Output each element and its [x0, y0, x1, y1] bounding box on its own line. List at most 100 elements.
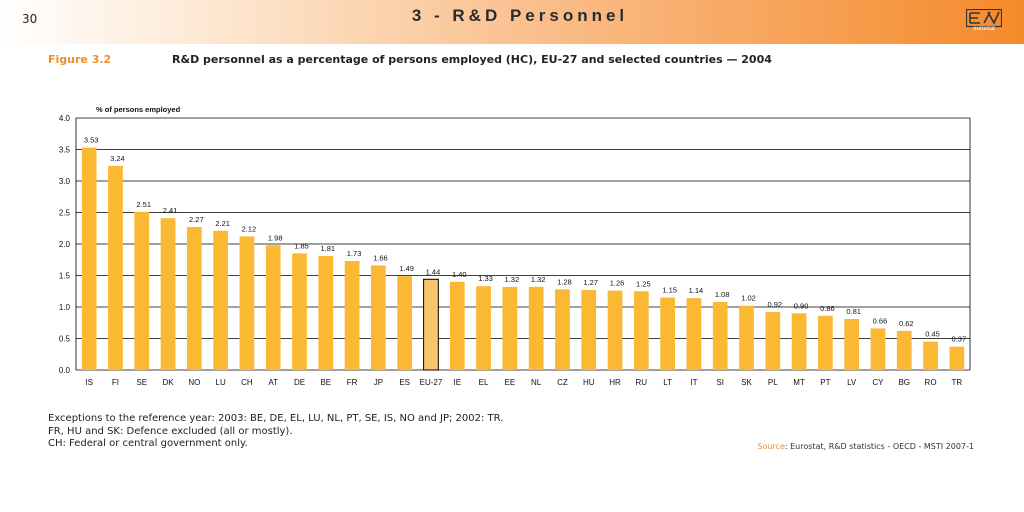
value-label: 1.33: [478, 274, 493, 283]
value-label: 1.32: [505, 275, 520, 284]
x-tick-label: PL: [768, 378, 778, 387]
figure-title: R&D personnel as a percentage of persons…: [172, 53, 772, 66]
y-axis-label: % of persons employed: [96, 105, 181, 114]
y-tick-label: 2.5: [59, 209, 71, 218]
value-label: 0.37: [952, 335, 967, 344]
value-label: 0.92: [767, 300, 782, 309]
value-label: 3.53: [84, 136, 99, 145]
x-tick-label: DK: [162, 378, 174, 387]
note-line: FR, HU and SK: Defence excluded (all or …: [48, 425, 293, 437]
value-label: 1.02: [741, 294, 756, 303]
value-label: 2.12: [242, 224, 257, 233]
bar-se: [134, 211, 150, 370]
bar-mt: [791, 313, 807, 370]
source-text: : Eurostat, R&D statistics - OECD - MSTI…: [784, 442, 974, 451]
source-label: Source: [757, 442, 785, 451]
bar-cz: [555, 289, 570, 370]
axes: 0.0 0.5 1.0 1.5 2.0 2.5 3.0 3.5 4.0 IS FI SE DK NO LU C…: [59, 114, 971, 387]
value-label: 1.25: [636, 279, 651, 288]
y-tick-label: 3.0: [59, 177, 71, 186]
y-tick-label: 3.5: [59, 146, 71, 155]
value-label: 0.45: [925, 330, 940, 339]
value-label: 1.66: [373, 253, 388, 262]
value-label: 0.66: [873, 316, 888, 325]
value-label: 3.24: [110, 154, 125, 163]
y-tick-label: 1.0: [59, 303, 71, 312]
value-label: 1.49: [399, 264, 414, 273]
bar-fr: [344, 261, 360, 370]
y-tick-label: 1.5: [59, 272, 71, 281]
value-label: 0.81: [846, 307, 861, 316]
bar-ru: [633, 291, 649, 370]
value-label: 0.86: [820, 304, 835, 313]
x-tick-label: HU: [583, 378, 595, 387]
value-label: 1.44: [426, 267, 441, 276]
eurostat-logo-icon: [966, 9, 1002, 28]
x-tick-label: LV: [847, 378, 857, 387]
x-tick-label: SK: [741, 378, 752, 387]
x-tick-label: EU-27: [420, 378, 443, 387]
x-tick-label: RO: [925, 378, 937, 387]
bar-jp: [371, 265, 386, 370]
x-tick-label: FI: [112, 378, 119, 387]
x-tick-label: TR: [952, 378, 963, 387]
bar-pt: [818, 315, 833, 370]
bar-at: [265, 245, 281, 370]
value-label: 0.62: [899, 319, 914, 328]
figure-label: Figure 3.2: [48, 53, 112, 66]
bar-ch: [239, 236, 255, 370]
x-tick-label: RU: [636, 378, 648, 387]
value-label: 1.73: [347, 249, 362, 258]
bar-si: [712, 301, 728, 370]
bar-el: [476, 286, 491, 370]
page-number: 30: [22, 12, 38, 26]
value-label: 1.28: [557, 277, 572, 286]
x-tick-label: DE: [294, 378, 305, 387]
x-tick-label: SE: [136, 378, 147, 387]
bar-es: [397, 276, 413, 370]
y-tick-label: 0.0: [59, 366, 71, 375]
x-tick-label: AT: [268, 378, 278, 387]
x-tick-label: EL: [479, 378, 489, 387]
source-note: Source: Eurostat, R&D statistics - OECD …: [757, 442, 974, 451]
page-header: 30 3 - R&D Personnel eurostat: [0, 0, 1024, 44]
x-tick-label: BE: [320, 378, 331, 387]
bar-dk: [160, 218, 176, 370]
x-tick-label: NO: [188, 378, 200, 387]
x-tick-label: FR: [347, 378, 358, 387]
x-tick-label: CY: [872, 378, 884, 387]
bar-pl: [765, 312, 781, 370]
figure-notes: Exceptions to the reference year: 2003: …: [48, 413, 503, 451]
bar-bg: [896, 330, 912, 370]
value-label: 2.51: [136, 200, 151, 209]
value-label: 1.32: [531, 275, 546, 284]
x-tick-label: ES: [399, 378, 410, 387]
note-line: CH: Federal or central government only.: [48, 438, 248, 449]
x-tick-label: LU: [216, 378, 226, 387]
bar-sk: [739, 305, 754, 370]
x-tick-label: JP: [374, 378, 383, 387]
note-line: Exceptions to the reference year: 2003: …: [48, 413, 504, 424]
x-tick-label: IS: [85, 378, 93, 387]
bar-ro: [923, 341, 938, 370]
x-tick-label: BG: [898, 378, 910, 387]
bar-is: [81, 147, 97, 370]
value-label: 0.90: [794, 301, 809, 310]
y-tick-label: 2.0: [59, 240, 71, 249]
bar-lt: [660, 297, 675, 370]
bar-hu: [581, 289, 597, 370]
grid-lines: [76, 117, 970, 371]
value-label: 1.81: [320, 244, 335, 253]
bar-it: [686, 298, 702, 370]
x-tick-label: MT: [793, 378, 805, 387]
value-label: 1.40: [452, 270, 467, 279]
x-tick-label: NL: [531, 378, 542, 387]
value-label: 1.27: [583, 278, 598, 287]
value-label: 1.15: [662, 286, 677, 295]
bar-chart: 3.53 3.24 2.51 2.41 2.27 2.21 2.12 1.98 1.85 1.81…: [59, 105, 971, 387]
bar-ie: [449, 281, 465, 370]
value-label: 1.85: [294, 241, 309, 250]
bar-be: [318, 255, 334, 370]
value-label: 2.21: [215, 219, 230, 228]
value-labels: 3.53 3.24 2.51 2.41 2.27 2.21 2.12 1.98 1.85 1.81…: [84, 136, 966, 344]
